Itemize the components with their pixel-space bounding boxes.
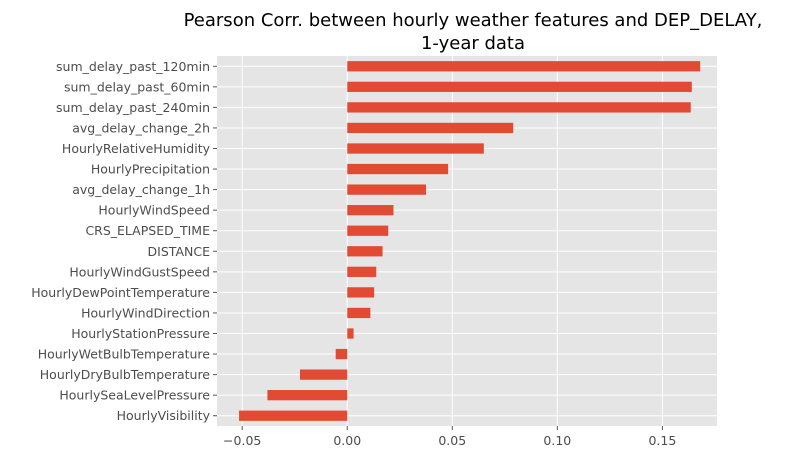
bar-avg_delay_change_2h xyxy=(347,122,514,134)
y-tick-label: HourlyWetBulbTemperature xyxy=(38,347,211,362)
y-tick-labels: sum_delay_past_120min sum_delay_past_60mi… xyxy=(31,59,217,423)
x-tick-label: −0.05 xyxy=(223,433,261,448)
bar-sum_delay_past_240min xyxy=(347,102,691,113)
bar-HourlyWetBulbTemperature xyxy=(335,348,348,360)
bar-HourlyDryBulbTemperature xyxy=(299,369,348,380)
y-tick-label: HourlyWindDirection xyxy=(81,305,210,320)
bar-HourlyRelativeHumidity xyxy=(347,143,484,154)
bar-sum_delay_past_120min xyxy=(347,61,701,72)
bar-avg_delay_change_1h xyxy=(347,184,427,195)
y-tick-label: HourlySeaLevelPressure xyxy=(59,388,210,403)
x-tick-label: 0.05 xyxy=(438,433,466,448)
y-tick-label: avg_delay_change_1h xyxy=(72,182,210,197)
y-tick-label: HourlyWindGustSpeed xyxy=(69,264,210,279)
x-tick-label: 0.00 xyxy=(333,433,361,448)
x-tick-label: 0.10 xyxy=(543,433,571,448)
y-tick-label: sum_delay_past_60min xyxy=(64,79,210,94)
x-tick-label: 0.15 xyxy=(648,433,676,448)
y-tick-label: HourlyStationPressure xyxy=(71,326,210,341)
bar-HourlyWindDirection xyxy=(347,307,371,319)
bar-sum_delay_past_60min xyxy=(347,81,692,92)
bar-HourlySeaLevelPressure xyxy=(267,390,348,401)
chart-subtitle: 1-year data xyxy=(421,33,525,54)
bar-DISTANCE xyxy=(347,246,383,257)
y-tick-label: CRS_ELAPSED_TIME xyxy=(85,223,210,238)
bar-HourlyStationPressure xyxy=(347,328,354,339)
x-tick-labels: −0.05 0.00 0.05 0.10 0.15 xyxy=(223,426,676,448)
y-tick-label: sum_delay_past_120min xyxy=(56,59,210,74)
y-tick-label: HourlyWindSpeed xyxy=(98,203,210,218)
bar-HourlyWindGustSpeed xyxy=(347,266,377,277)
bar-HourlyDewPointTemperature xyxy=(347,287,375,298)
y-tick-label: avg_delay_change_2h xyxy=(72,120,210,135)
y-tick-label: DISTANCE xyxy=(148,244,211,259)
y-tick-label: HourlyDewPointTemperature xyxy=(31,285,210,300)
bars xyxy=(239,61,701,421)
bar-CRS_ELAPSED_TIME xyxy=(347,225,389,236)
y-tick-label: HourlyRelativeHumidity xyxy=(62,141,211,156)
y-tick-label: HourlyPrecipitation xyxy=(91,162,210,177)
y-tick-label: HourlyDryBulbTemperature xyxy=(40,367,211,382)
chart-title: Pearson Corr. between hourly weather fea… xyxy=(184,10,763,31)
bar-HourlyWindSpeed xyxy=(347,205,394,216)
plot-area xyxy=(217,56,717,426)
y-tick-label: sum_delay_past_240min xyxy=(56,100,210,115)
bar-HourlyPrecipitation xyxy=(347,163,449,175)
y-tick-label: HourlyVisibility xyxy=(117,408,211,423)
bar-HourlyVisibility xyxy=(239,410,348,421)
